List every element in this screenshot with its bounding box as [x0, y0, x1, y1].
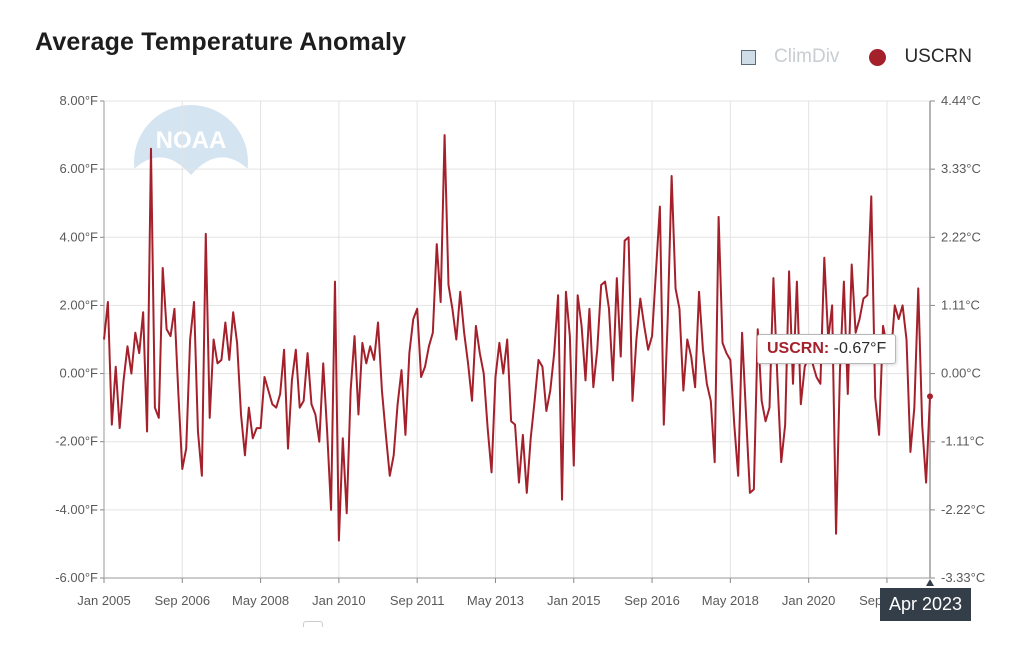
tooltip-value: -0.67°F: [833, 340, 887, 357]
x-tick-label: Jan 2015: [547, 593, 601, 608]
y-tick-label-right: 2.22°C: [941, 229, 981, 244]
x-flag-pointer: [926, 579, 934, 586]
x-tick-label: May 2008: [232, 593, 289, 608]
y-tick-label-left: 0.00°F: [60, 366, 99, 381]
y-tick-label-right: 4.44°C: [941, 93, 981, 108]
x-tick-label: Sep 2011: [390, 593, 445, 608]
chart-legend: ClimDiv USCRN: [711, 46, 972, 68]
x-tick-label: Jan 2020: [782, 593, 836, 608]
y-tick-label-left: 4.00°F: [60, 229, 99, 244]
x-tick-label: Sep 2016: [624, 593, 680, 608]
x-tick-label: Jan 2005: [77, 593, 131, 608]
y-tick-label-right: 3.33°C: [941, 161, 981, 176]
noaa-logo-text: NOAA: [156, 127, 227, 154]
hover-tooltip: USCRN: -0.67°F: [757, 334, 897, 364]
y-tick-label-right: -2.22°C: [941, 502, 985, 517]
legend-square-marker-icon: [741, 49, 756, 65]
y-tick-label-right: 0.00°C: [941, 366, 981, 381]
legend-label-uscrn: USCRN: [904, 46, 972, 67]
series-layer: [103, 134, 933, 542]
series-line-uscrn: [103, 134, 931, 542]
axes: 8.00°F 4.44°C 6.00°F 3.33°C 4.00°F 2.22°C 2.00…: [55, 93, 985, 608]
x-tick-label: Jan 2010: [312, 593, 366, 608]
y-tick-label-left: 6.00°F: [60, 161, 99, 176]
x-tick-label: May 2013: [467, 593, 524, 608]
y-tick-label-left: -2.00°F: [55, 434, 98, 449]
scroll-handle[interactable]: [303, 621, 323, 627]
tooltip-series-label: USCRN:: [767, 340, 830, 357]
noaa-logo-watermark-icon: NOAA: [134, 105, 248, 221]
legend-item-uscrn[interactable]: USCRN: [869, 46, 972, 68]
x-tick-label: Sep 2006: [154, 593, 210, 608]
y-tick-label-left: -6.00°F: [55, 570, 98, 585]
chart-title: Average Temperature Anomaly: [35, 28, 407, 56]
y-tick-label-left: 8.00°F: [60, 93, 99, 108]
y-tick-label-left: 2.00°F: [60, 297, 99, 312]
x-crosshair-label: Apr 2023: [880, 588, 972, 621]
y-tick-label-right: -1.11°C: [941, 434, 984, 449]
legend-item-climdiv[interactable]: ClimDiv: [741, 46, 839, 68]
hover-point-marker: [927, 393, 933, 400]
y-tick-label-right: -3.33°C: [941, 570, 985, 585]
x-tick-label: May 2018: [702, 593, 759, 608]
y-tick-label-right: 1.11°C: [941, 297, 980, 312]
legend-label-climdiv: ClimDiv: [774, 46, 840, 67]
y-tick-label-left: -4.00°F: [55, 502, 98, 517]
legend-circle-marker-icon: [869, 48, 887, 66]
